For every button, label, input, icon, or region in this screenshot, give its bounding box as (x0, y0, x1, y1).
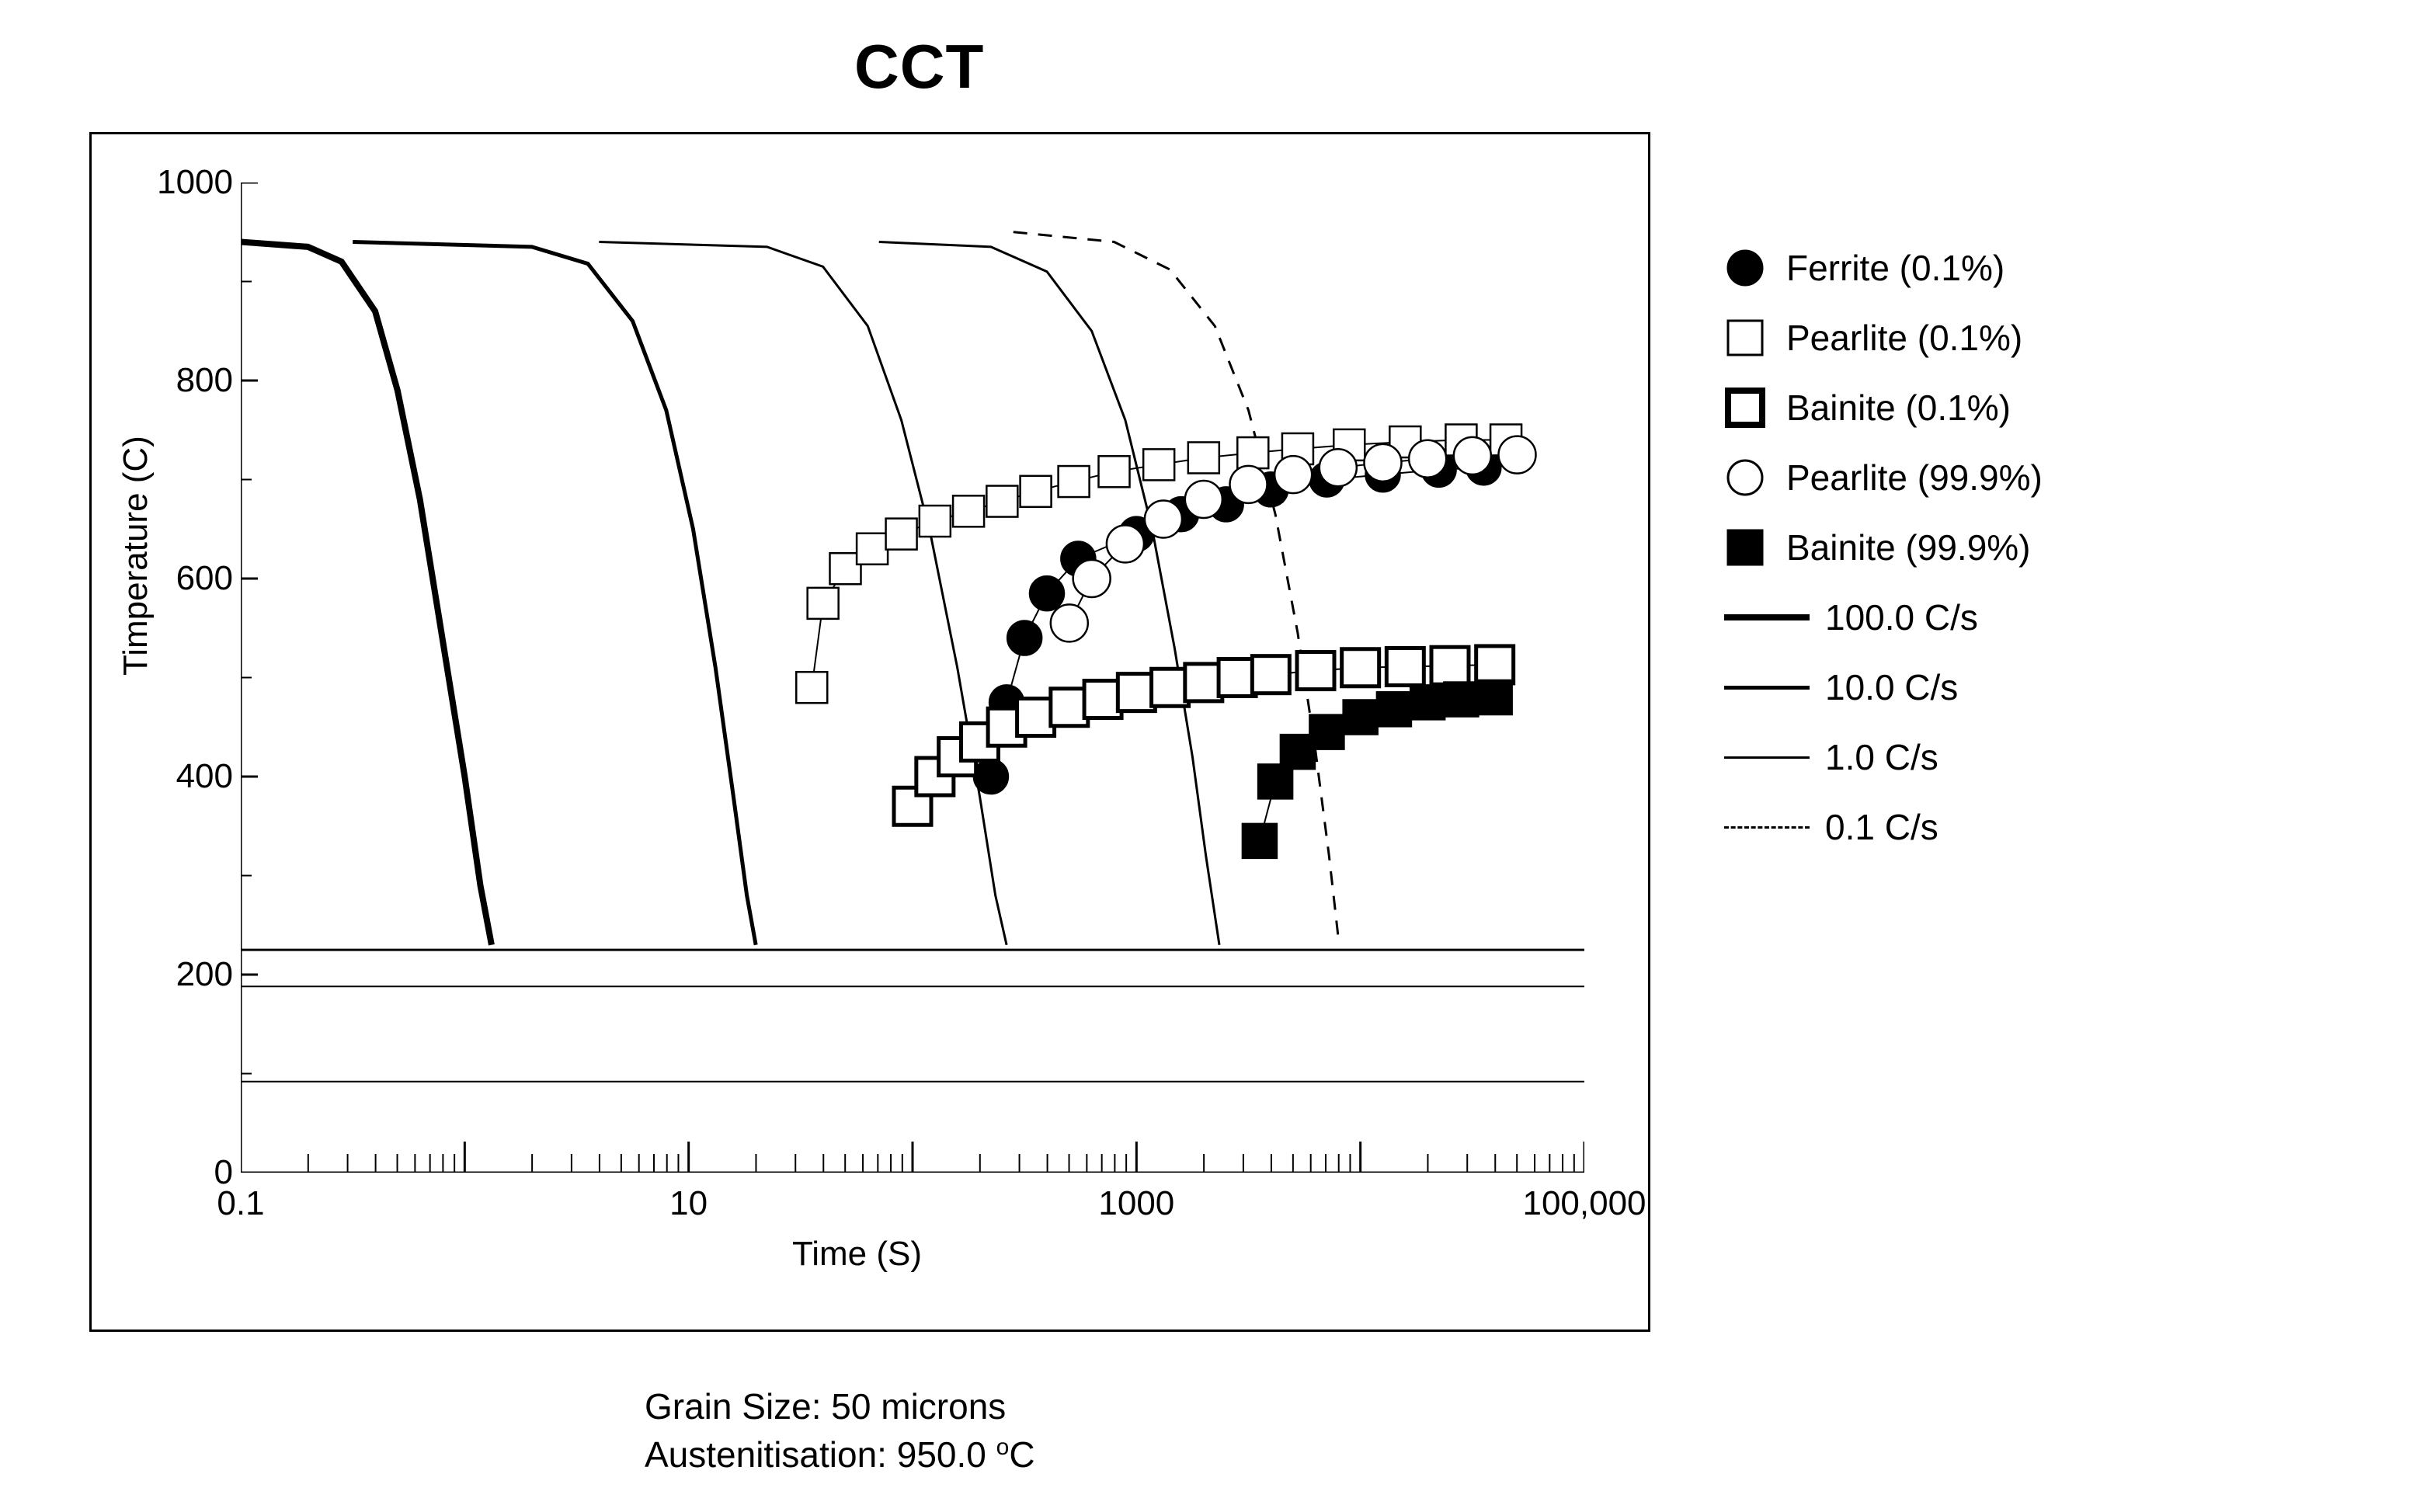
legend-item: 1.0 C/s (1724, 722, 2043, 792)
y-tick-label: 1000 (157, 163, 233, 202)
cooling-curve (241, 242, 492, 945)
x-axis-label: Time (S) (792, 1235, 922, 1274)
x-tick-label: 1000 (1098, 1184, 1174, 1223)
legend-label: 100.0 C/s (1825, 596, 1978, 638)
cooling-curve (353, 242, 756, 945)
legend-swatch-icon (1724, 317, 1766, 359)
legend-label: Ferrite (0.1%) (1786, 247, 2005, 289)
legend-swatch-icon (1724, 527, 1766, 568)
x-tick-label: 10 (669, 1184, 708, 1223)
y-tick-label: 800 (176, 361, 233, 400)
legend-line-icon (1724, 756, 1810, 759)
legend-swatch-icon (1724, 457, 1766, 499)
legend-line-icon (1724, 614, 1810, 620)
legend: Ferrite (0.1%) Pearlite (0.1%) Bainite (0.… (1724, 233, 2043, 862)
legend-item: Pearlite (99.9%) (1724, 443, 2043, 513)
legend-line-icon (1724, 686, 1810, 690)
legend-label: Pearlite (0.1%) (1786, 317, 2022, 359)
legend-item: 100.0 C/s (1724, 582, 2043, 652)
legend-label: Bainite (99.9%) (1786, 527, 2031, 568)
legend-label: Pearlite (99.9%) (1786, 457, 2043, 499)
y-tick-label: 600 (176, 559, 233, 598)
legend-label: 10.0 C/s (1825, 666, 1958, 708)
legend-item: Bainite (99.9%) (1724, 513, 2043, 582)
caption-line2: Austenitisation: 950.0 oC (645, 1430, 1035, 1479)
cooling-curve (1014, 232, 1338, 935)
y-tick-label: 200 (176, 955, 233, 994)
chart-title: CCT (854, 31, 984, 103)
cooling-curve (599, 242, 1007, 945)
legend-line-icon (1724, 826, 1810, 829)
y-axis-label: Timperature (C) (116, 436, 155, 676)
legend-label: Bainite (0.1%) (1786, 387, 2011, 429)
legend-label: 1.0 C/s (1825, 736, 1938, 778)
legend-item: 10.0 C/s (1724, 652, 2043, 722)
legend-swatch-icon (1724, 247, 1766, 289)
y-tick-label: 400 (176, 757, 233, 796)
chart-caption: Grain Size: 50 microns Austenitisation: … (645, 1382, 1035, 1479)
caption-line1: Grain Size: 50 microns (645, 1382, 1035, 1430)
legend-label: 0.1 C/s (1825, 806, 1938, 848)
legend-item: Ferrite (0.1%) (1724, 233, 2043, 303)
x-tick-label: 0.1 (217, 1184, 264, 1223)
plot-area: 02004006008001000 0.1101000100,000 (241, 182, 1584, 1173)
legend-item: 0.1 C/s (1724, 792, 2043, 862)
legend-swatch-icon (1724, 387, 1766, 429)
x-tick-label: 100,000 (1522, 1184, 1646, 1223)
legend-item: Bainite (0.1%) (1724, 373, 2043, 443)
legend-item: Pearlite (0.1%) (1724, 303, 2043, 373)
